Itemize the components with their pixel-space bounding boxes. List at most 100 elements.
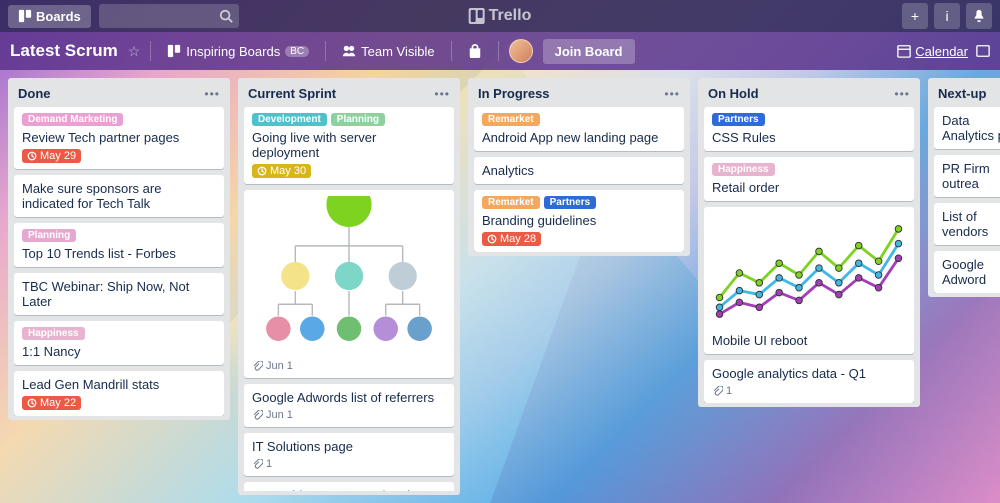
notifications-button[interactable] (966, 3, 992, 29)
card[interactable]: Happiness Retail order (704, 157, 914, 201)
card-title: Google analytics data - Q1 (712, 366, 906, 381)
list-title: Current Sprint (248, 86, 336, 101)
bell-icon (972, 9, 986, 23)
create-button[interactable]: + (902, 3, 928, 29)
inspiring-boards-link[interactable]: Inspiring Boards BC (161, 40, 315, 63)
card[interactable]: PlanningTop 10 Trends list - Forbes (14, 223, 224, 267)
card[interactable]: IT Solutions page 1 (244, 433, 454, 476)
card[interactable]: Remarket Partners Branding guidelines May 2… (474, 190, 684, 252)
card-title: 1:1 Nancy (22, 344, 216, 359)
due-badge: May 29 (22, 149, 81, 163)
separator (325, 41, 326, 61)
card-title: Analytics (482, 163, 676, 178)
list-title: Done (18, 86, 51, 101)
card-title: Lead Gen Mandrill stats (22, 377, 216, 392)
board-bag-button[interactable] (462, 40, 488, 62)
attachment-badge: 1 (712, 385, 732, 397)
due-badge: May 30 (252, 164, 311, 178)
card[interactable]: Lead Gen Mandrill statsMay 22 (14, 371, 224, 416)
separator (451, 41, 452, 61)
card-label: Remarket (482, 113, 540, 126)
trello-logo-text: Trello (489, 7, 532, 25)
card[interactable]: Demand MarketingReview Tech partner page… (14, 107, 224, 169)
due-badge: May 28 (482, 232, 541, 246)
card[interactable]: PR Firm outrea (934, 155, 1000, 197)
attachment-badge: 1 (252, 458, 272, 470)
inspiring-boards-label: Inspiring Boards (186, 44, 280, 59)
card[interactable]: Analytics (474, 157, 684, 184)
card[interactable]: Jun 1 (244, 190, 454, 378)
card[interactable]: Make sure sponsors are indicated for Tec… (14, 175, 224, 217)
list-menu-icon[interactable]: ••• (204, 87, 220, 101)
trello-logo[interactable]: Trello (469, 7, 532, 25)
boards-button-label: Boards (36, 9, 81, 24)
separator (498, 41, 499, 61)
card-label: Happiness (712, 163, 775, 176)
attachment-badge: Jun 1 (252, 409, 293, 421)
calendar-link[interactable]: Calendar (897, 44, 968, 59)
card-title: List of vendors (942, 209, 1000, 239)
card-title: Android App new landing page (482, 130, 676, 145)
list-title: On Hold (708, 86, 759, 101)
team-icon (342, 44, 356, 58)
team-visible-button[interactable]: Team Visible (336, 40, 440, 63)
card-title: PR Firm outrea (942, 161, 1000, 191)
list: Done ••• Demand MarketingReview Tech partn… (8, 78, 230, 420)
list-title: In Progress (478, 86, 550, 101)
card[interactable]: List of vendors (934, 203, 1000, 245)
card[interactable]: Q3 Webinar Content Planning (244, 482, 454, 491)
card-title: Going live with server deployment (252, 130, 446, 160)
card[interactable]: PartnersCSS Rules (704, 107, 914, 151)
card-label: Planning (331, 113, 385, 126)
board-header: Latest Scrum ☆ Inspiring Boards BC Team … (0, 32, 1000, 70)
card-cover (252, 196, 446, 356)
trello-logo-icon (469, 8, 485, 24)
card[interactable]: Remarket Android App new landing page (474, 107, 684, 151)
card-title: TBC Webinar: Ship Now, Not Later (22, 279, 216, 309)
card[interactable]: Google Adwords list of referrers Jun 1 (244, 384, 454, 427)
star-button[interactable]: ☆ (128, 43, 141, 60)
card[interactable]: Google Adword (934, 251, 1000, 293)
card-title: Mobile UI reboot (712, 333, 906, 348)
boards-icon (18, 9, 32, 23)
card-title: Google Adwords list of referrers (252, 390, 446, 405)
list-menu-icon[interactable]: ••• (664, 87, 680, 101)
list-menu-icon[interactable]: ••• (434, 87, 450, 101)
board-title: Latest Scrum (10, 41, 118, 61)
list-menu-icon[interactable]: ••• (894, 87, 910, 101)
card-title: IT Solutions page (252, 439, 446, 454)
boards-button[interactable]: Boards (8, 5, 91, 28)
card-title: Q3 Webinar Content Planning (252, 488, 446, 491)
join-board-button[interactable]: Join Board (543, 39, 635, 64)
card-label: Happiness (22, 327, 85, 340)
card-title: Branding guidelines (482, 213, 676, 228)
card-label: Partners (544, 196, 597, 209)
card-cover (712, 213, 906, 333)
card-title: Retail order (712, 180, 906, 195)
card[interactable]: Data Analytics p (934, 107, 1000, 149)
board-canvas[interactable]: Done ••• Demand MarketingReview Tech partn… (0, 70, 1000, 503)
board-icon (167, 44, 181, 58)
card-label: Development (252, 113, 327, 126)
filter-icon[interactable] (976, 44, 990, 58)
card[interactable]: Happiness 1:1 Nancy (14, 321, 224, 365)
bag-icon (468, 44, 482, 58)
inspiring-boards-chip: BC (285, 46, 309, 57)
card-label: Planning (22, 229, 76, 242)
card[interactable]: TBC Webinar: Ship Now, Not Later (14, 273, 224, 315)
top-navbar: Boards Trello + i (0, 0, 1000, 32)
separator (150, 41, 151, 61)
search-input[interactable] (99, 4, 239, 28)
attachment-badge: Jun 1 (252, 360, 293, 372)
team-visible-label: Team Visible (361, 44, 434, 59)
member-avatar[interactable] (509, 39, 533, 63)
calendar-label: Calendar (915, 44, 968, 59)
card-title: Review Tech partner pages (22, 130, 216, 145)
card[interactable]: Development Planning Going live with serve… (244, 107, 454, 184)
calendar-icon (897, 44, 911, 58)
info-button[interactable]: i (934, 3, 960, 29)
card[interactable]: Google analytics data - Q1 1 (704, 360, 914, 403)
card-title: CSS Rules (712, 130, 906, 145)
card-label: Remarket (482, 196, 540, 209)
card[interactable]: Mobile UI reboot (704, 207, 914, 354)
